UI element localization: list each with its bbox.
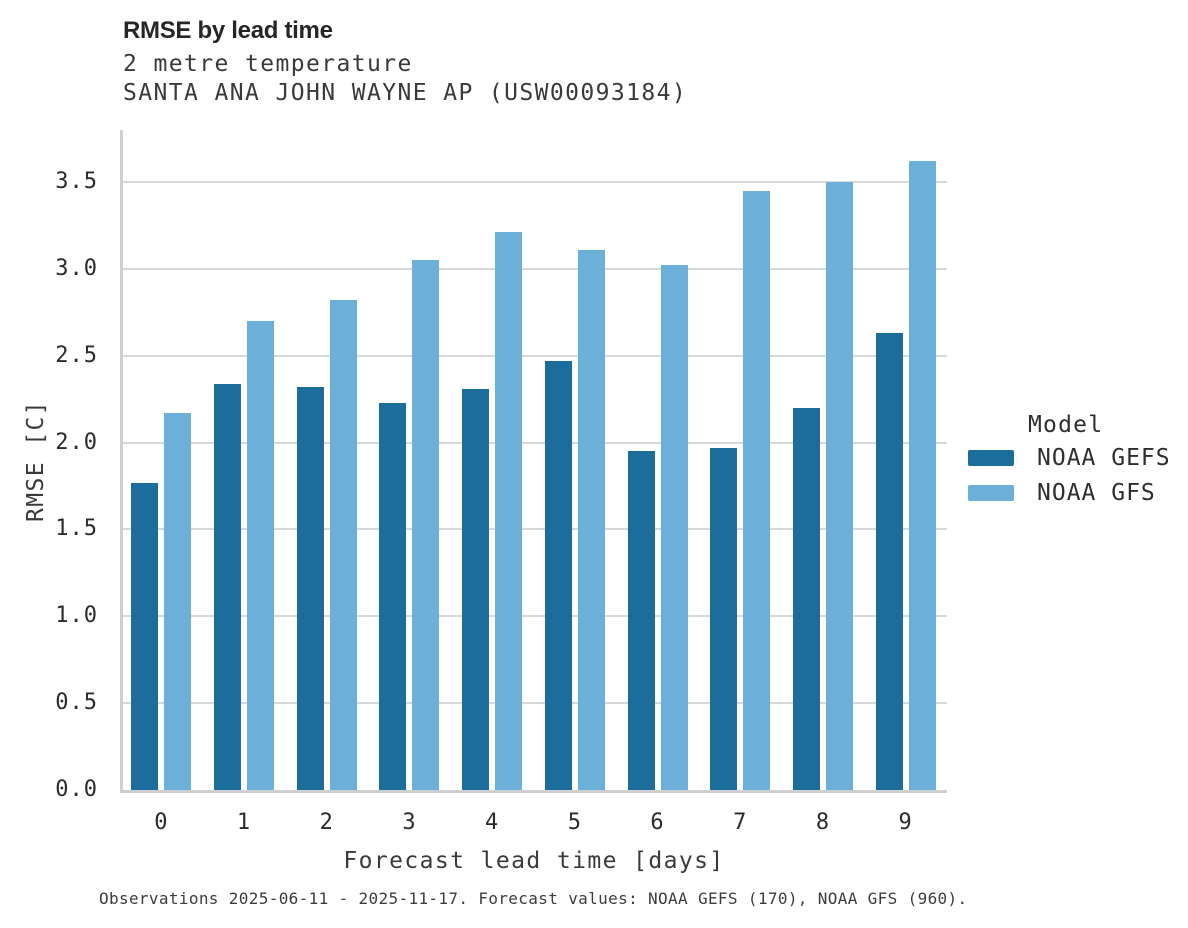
x-tick-label-9: 9 [898, 810, 913, 835]
bar-noaa-gefs-day-7 [710, 447, 738, 790]
bar-noaa-gfs-day-2 [329, 300, 357, 790]
y-tick-label-2.0: 2.0 [55, 429, 98, 455]
x-axis-title: Forecast lead time [days] [343, 848, 725, 874]
chart-subtitle-station: SANTA ANA JOHN WAYNE AP (USW00093184) [123, 80, 688, 106]
legend-label: NOAA GEFS [1037, 445, 1171, 471]
x-tick-label-6: 6 [650, 810, 665, 835]
chart-title: RMSE by lead time [123, 17, 333, 44]
bar-noaa-gfs-day-7 [743, 190, 771, 790]
plot-area [120, 130, 947, 793]
legend: Model NOAA GEFS NOAA GFS [968, 412, 1183, 520]
y-tick-label-3.5: 3.5 [55, 169, 98, 195]
x-tick-label-8: 8 [815, 810, 831, 835]
bar-noaa-gefs-day-2 [296, 387, 324, 790]
bar-noaa-gfs-day-4 [495, 232, 523, 790]
bar-noaa-gefs-day-4 [462, 388, 490, 790]
bar-noaa-gfs-day-5 [577, 249, 605, 790]
y-tick-label-0.5: 0.5 [55, 690, 98, 716]
legend-item-noaa-gefs: NOAA GEFS [968, 445, 1183, 471]
y-axis-title: RMSE [C] [23, 400, 49, 522]
x-tick-label-7: 7 [733, 810, 748, 835]
gridline-3.0 [123, 267, 947, 270]
gridline-2.0 [123, 441, 947, 444]
legend-swatch-icon [968, 450, 1014, 466]
bar-noaa-gfs-day-9 [908, 161, 936, 790]
x-tick-label-3: 3 [402, 810, 417, 835]
bar-noaa-gfs-day-1 [247, 321, 275, 790]
y-tick-label-3.0: 3.0 [55, 255, 98, 281]
x-tick-label-2: 2 [319, 810, 334, 835]
bar-noaa-gefs-day-6 [627, 451, 655, 790]
y-tick-label-1.5: 1.5 [55, 516, 98, 542]
bar-noaa-gefs-day-9 [875, 333, 903, 790]
bar-noaa-gefs-day-1 [214, 383, 242, 790]
bar-noaa-gfs-day-6 [660, 265, 688, 790]
bar-noaa-gfs-day-3 [412, 260, 440, 790]
bar-noaa-gefs-day-8 [792, 407, 820, 790]
x-tick-label-5: 5 [567, 810, 582, 835]
bar-noaa-gefs-day-5 [544, 361, 572, 790]
chart-subtitle-variable: 2 metre temperature [123, 51, 413, 77]
bar-noaa-gfs-day-0 [164, 413, 192, 790]
gridline-1.5 [123, 528, 947, 531]
legend-label: NOAA GFS [1037, 480, 1156, 506]
bar-noaa-gfs-day-8 [825, 182, 853, 790]
footnote: Observations 2025-06-11 - 2025-11-17. Fo… [99, 889, 968, 908]
bar-noaa-gefs-day-0 [131, 482, 159, 790]
gridline-1.0 [123, 615, 947, 618]
gridline-3.5 [123, 181, 947, 184]
bar-noaa-gefs-day-3 [379, 402, 407, 790]
x-tick-label-1: 1 [236, 810, 252, 835]
y-tick-label-1.0: 1.0 [55, 603, 98, 629]
legend-title: Model [1028, 412, 1104, 438]
legend-item-noaa-gfs: NOAA GFS [968, 480, 1183, 506]
y-tick-label-2.5: 2.5 [55, 342, 98, 368]
gridline-0.5 [123, 702, 947, 705]
x-tick-label-0: 0 [154, 810, 169, 835]
y-tick-label-0.0: 0.0 [55, 777, 98, 802]
x-tick-label-4: 4 [485, 810, 500, 835]
legend-swatch-icon [968, 485, 1014, 501]
gridline-2.5 [123, 354, 947, 357]
